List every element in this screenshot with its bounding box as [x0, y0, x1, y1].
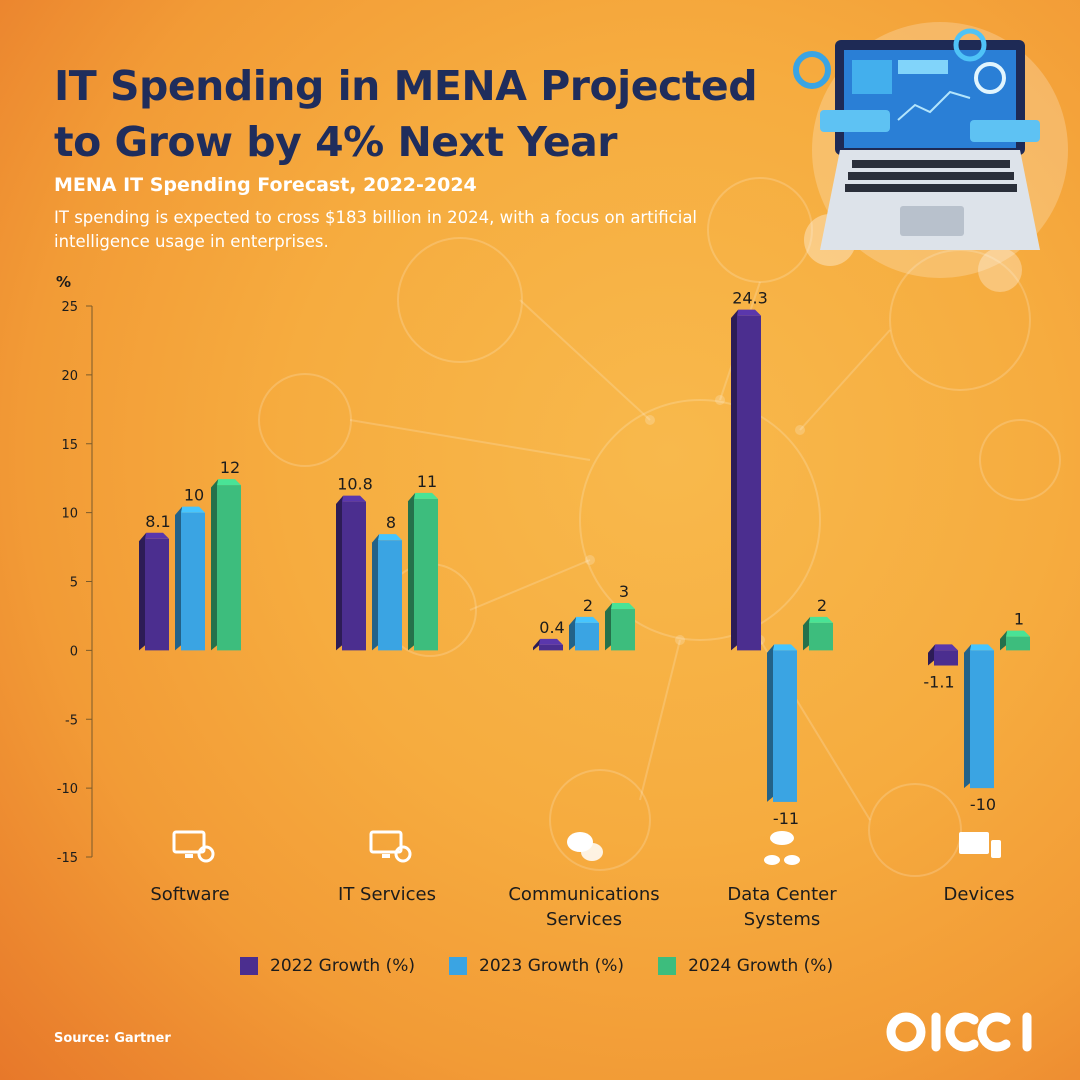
- bar-1-2: [569, 616, 599, 651]
- bar-0-0: [139, 532, 169, 651]
- bar-chart: % 25 20 15 10 5 0 -5 -10 -15 8.1 10.8 0.4 24.3 -1.1 1…: [56, 273, 1030, 930]
- legend-item-2022: 2022 Growth (%): [240, 956, 415, 976]
- bar-2-2: [605, 603, 635, 651]
- bar-1-0: [175, 506, 205, 651]
- bar-1-1: [372, 534, 402, 651]
- legend-label-2022: 2022 Growth (%): [270, 956, 416, 976]
- bar-0-2: [533, 638, 563, 651]
- bar-1-4: [964, 644, 994, 789]
- y-tick-label: 10: [61, 507, 78, 522]
- chat-bubbles-icon: [567, 832, 603, 861]
- category-label: Software: [150, 884, 229, 905]
- legend-label-2023: 2023 Growth (%): [479, 956, 625, 976]
- y-tick-label: 25: [61, 300, 78, 315]
- y-tick-label: 5: [70, 576, 78, 591]
- bar-2-0: [211, 479, 241, 651]
- category-label: Communications: [508, 884, 659, 905]
- bar-value-label: 1: [1014, 610, 1024, 629]
- category-label: Services: [546, 909, 622, 930]
- legend-label-2024: 2024 Growth (%): [688, 956, 834, 976]
- bar-value-label: -10: [970, 795, 996, 814]
- y-tick-label: -5: [65, 713, 78, 728]
- cloud-database-icon: [764, 831, 800, 865]
- bar-value-label: 11: [417, 472, 437, 491]
- bar-value-label: -11: [773, 809, 799, 828]
- gear-monitor-icon: [369, 830, 412, 863]
- bar-value-label: 10.8: [337, 475, 373, 494]
- code-monitor-icon: [172, 830, 215, 863]
- bar-2-4: [1000, 630, 1030, 651]
- chart-legend: 2022 Growth (%) 2023 Growth (%) 2024 Gro…: [240, 956, 833, 976]
- bar-2-3: [803, 616, 833, 651]
- bar-value-label: 2: [583, 596, 593, 615]
- legend-swatch-2024: [658, 957, 677, 975]
- category-label: IT Services: [338, 884, 436, 905]
- bar-value-label: 8.1: [145, 512, 170, 531]
- bar-value-label: -1.1: [923, 673, 954, 692]
- bar-value-label: 8: [386, 513, 396, 532]
- bar-0-3: [731, 309, 761, 651]
- category-label: Devices: [944, 884, 1015, 905]
- oicci-logo: [886, 1012, 1032, 1052]
- legend-swatch-2023: [449, 957, 468, 975]
- chart-description: IT spending is expected to cross $183 bi…: [54, 208, 698, 251]
- bar-1-3: [767, 644, 797, 802]
- y-tick-label: -10: [57, 782, 78, 797]
- page-title: IT Spending in MENA Projected to Grow by…: [54, 62, 758, 166]
- y-tick-label: 0: [70, 644, 78, 659]
- y-tick-label: 15: [61, 438, 78, 453]
- bar-value-label: 24.3: [732, 289, 768, 308]
- bar-2-1: [408, 492, 438, 651]
- category-label: Systems: [744, 909, 821, 930]
- bar-value-label: 2: [817, 596, 827, 615]
- bar-0-4: [928, 644, 958, 666]
- devices-icon: [959, 832, 1001, 858]
- bar-0-1: [336, 495, 366, 651]
- laptop-illustration: [793, 22, 1068, 292]
- bar-value-label: 0.4: [539, 618, 564, 637]
- y-axis-unit-label: %: [56, 273, 71, 291]
- category-label: Data Center: [727, 884, 837, 905]
- source-note: Source: Gartner: [54, 1031, 171, 1046]
- y-tick-label: -15: [57, 851, 78, 866]
- legend-item-2023: 2023 Growth (%): [449, 956, 624, 976]
- y-tick-label: 20: [61, 369, 78, 384]
- legend-item-2024: 2024 Growth (%): [658, 956, 833, 976]
- legend-swatch-2022: [240, 957, 258, 975]
- bar-value-label: 3: [619, 582, 629, 601]
- bar-value-label: 12: [220, 458, 240, 477]
- bar-value-label: 10: [184, 486, 204, 505]
- chart-subtitle: MENA IT Spending Forecast, 2022-2024: [54, 174, 477, 196]
